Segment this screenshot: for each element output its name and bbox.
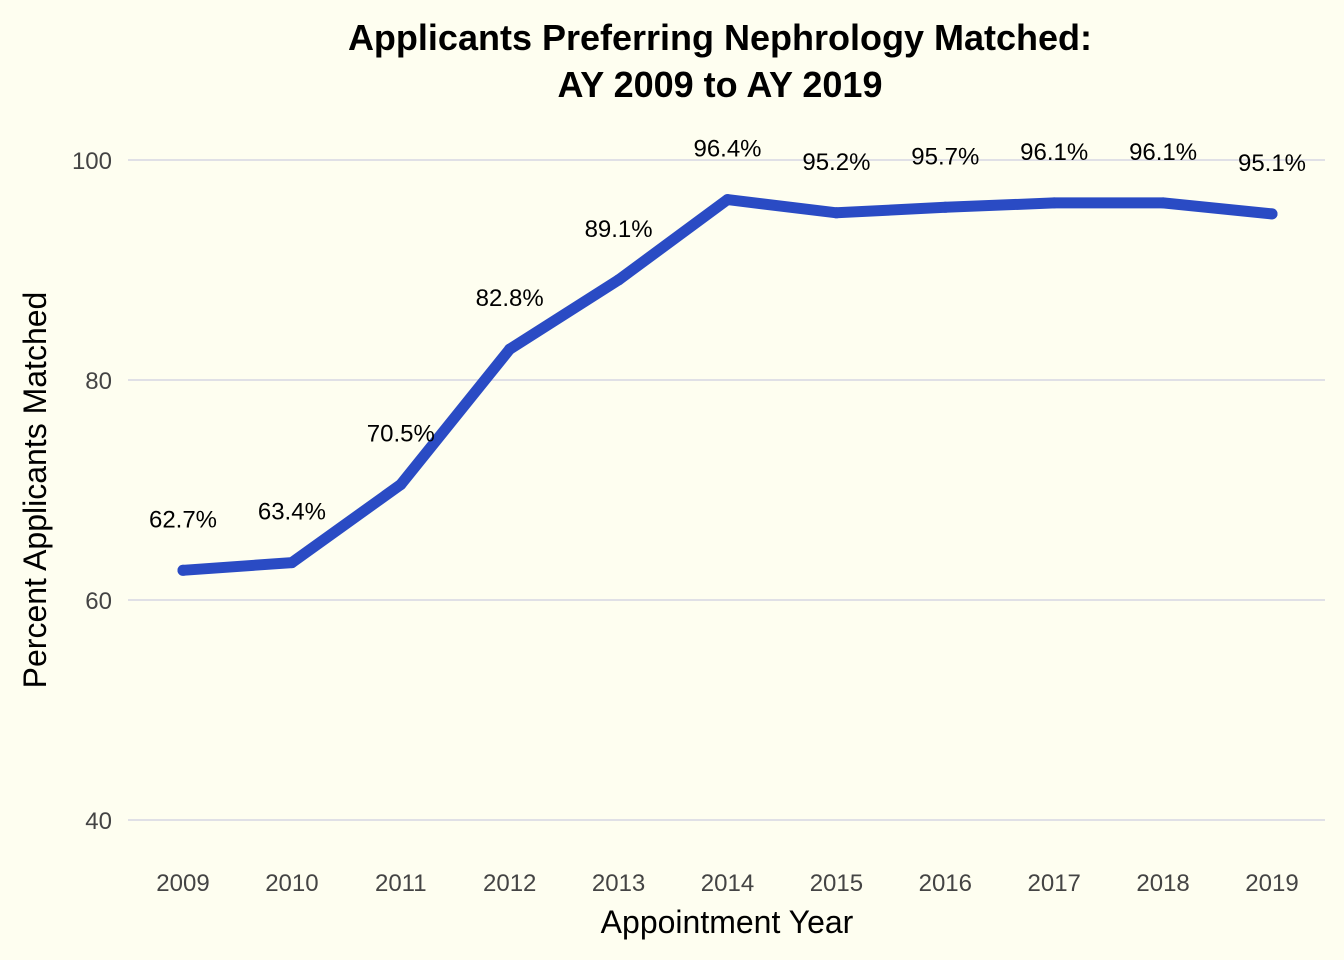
data-label-2015: 95.2%	[802, 149, 870, 176]
data-label-2014: 96.4%	[693, 136, 761, 163]
y-tick-label-40: 40	[85, 808, 112, 835]
data-label-2013: 89.1%	[585, 216, 653, 243]
x-tick-label-2012: 2012	[483, 870, 536, 897]
data-point-2019	[1266, 208, 1278, 220]
x-tick-label-2014: 2014	[701, 870, 754, 897]
y-tick-label-100: 100	[72, 148, 112, 175]
data-label-2016: 95.7%	[911, 143, 979, 170]
chart-title-line-1: Applicants Preferring Nephrology Matched…	[348, 17, 1092, 58]
data-labels: 62.7% 63.4% 70.5% 82.8% 89.1% 96.4% 95.2% 95.7%…	[149, 136, 1306, 534]
data-point-2017	[1048, 197, 1060, 209]
x-tick-label-2018: 2018	[1136, 870, 1189, 897]
data-label-2018: 96.1%	[1129, 139, 1197, 166]
chart-title-line-2: AY 2009 to AY 2019	[558, 64, 883, 105]
x-axis-tick-labels: 2009 2010 2011 2012 2013 2014 2015 2016 2017 2018…	[156, 870, 1298, 897]
data-point-2018	[1157, 197, 1169, 209]
data-point-2012	[504, 343, 516, 355]
x-tick-label-2019: 2019	[1245, 870, 1298, 897]
data-point-2010	[286, 557, 298, 569]
data-point-2009	[177, 564, 189, 576]
x-tick-label-2013: 2013	[592, 870, 645, 897]
data-label-2017: 96.1%	[1020, 139, 1088, 166]
data-label-2019: 95.1%	[1238, 150, 1306, 177]
data-point-2016	[939, 201, 951, 213]
x-tick-label-2009: 2009	[156, 870, 209, 897]
y-axis-title: Percent Applicants Matched	[17, 292, 53, 689]
data-point-2013	[613, 274, 625, 286]
y-tick-label-60: 60	[85, 588, 112, 615]
data-label-2012: 82.8%	[476, 285, 544, 312]
x-tick-label-2010: 2010	[265, 870, 318, 897]
x-tick-label-2016: 2016	[919, 870, 972, 897]
x-axis-title: Appointment Year	[601, 904, 854, 940]
data-label-2011: 70.5%	[367, 421, 435, 448]
y-axis-tick-labels: 40 60 80 100	[72, 148, 112, 835]
data-point-2014	[722, 194, 733, 206]
x-tick-label-2017: 2017	[1028, 870, 1081, 897]
data-label-2009: 62.7%	[149, 506, 217, 533]
x-tick-label-2011: 2011	[375, 870, 427, 897]
series-line-group	[177, 194, 1278, 576]
gridlines	[128, 159, 1325, 821]
x-tick-label-2015: 2015	[810, 870, 863, 897]
y-tick-label-80: 80	[85, 368, 112, 395]
data-label-2010: 63.4%	[258, 499, 326, 526]
data-point-2015	[830, 207, 842, 219]
data-point-2011	[395, 479, 407, 490]
